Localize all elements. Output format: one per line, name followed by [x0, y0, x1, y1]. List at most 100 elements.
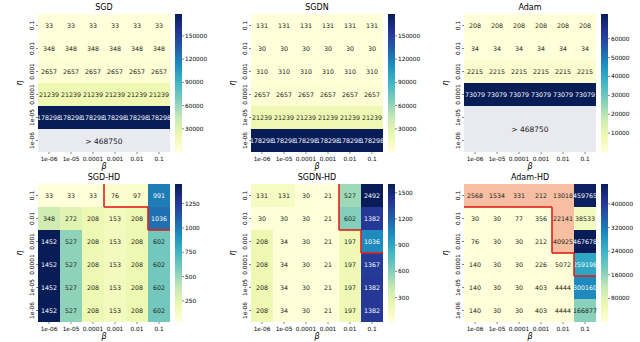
- cell: [295, 83, 317, 106]
- y-tick: [36, 71, 38, 72]
- y-tick-label: 1e-05: [242, 279, 248, 296]
- cell-label: 131: [344, 22, 356, 29]
- y-tick-label: 0.0001: [29, 84, 35, 105]
- x-tick-label: 0.001: [533, 326, 550, 332]
- y-tick-label: 0.01: [242, 42, 248, 55]
- cell-label: 226: [535, 261, 547, 268]
- cell: [126, 253, 148, 276]
- cell: [339, 184, 361, 207]
- y-tick: [36, 264, 38, 265]
- cell: [530, 83, 552, 106]
- cell-label: 34: [537, 45, 545, 52]
- cell: [148, 207, 170, 230]
- colorbar-tick-label: 30000: [398, 126, 417, 132]
- cell-label: 22141: [553, 215, 573, 222]
- cell: [574, 60, 596, 83]
- cell: [251, 230, 273, 253]
- cell-label: 21239: [362, 114, 382, 121]
- title: SGDN: [305, 3, 328, 12]
- cell-label: 208: [469, 22, 481, 29]
- cell-label: 30: [515, 284, 523, 291]
- y-tick: [249, 94, 251, 95]
- cell: [317, 253, 339, 276]
- cell-label: 30: [493, 307, 501, 314]
- cell: [508, 14, 530, 37]
- cell-label: 4444: [555, 284, 571, 291]
- cell-label: 2657: [63, 68, 79, 75]
- x-tick-label: 0.01: [344, 156, 357, 162]
- cell-label: 21239: [61, 91, 81, 98]
- cell: [60, 207, 82, 230]
- cell-label: 33: [45, 22, 53, 29]
- colorbar-tick: [608, 203, 610, 204]
- cell-label: 602: [153, 284, 165, 291]
- x-label: β: [526, 332, 532, 341]
- x-tick-label: 0.01: [344, 326, 357, 332]
- cell-label: 34: [493, 45, 501, 52]
- title: SGDN-HD: [298, 173, 336, 182]
- cell-label: 153: [109, 284, 121, 291]
- empty-cell: [574, 106, 596, 129]
- x-tick-label: 0.0001: [509, 156, 530, 162]
- cell-label: 178298: [294, 137, 318, 144]
- y-tick-label: 0.01: [455, 212, 461, 225]
- cell-label: 2657: [298, 91, 314, 98]
- x-tick-label: 0.1: [367, 156, 377, 162]
- x-tick: [284, 322, 285, 324]
- cell-label: 30: [515, 261, 523, 268]
- cell-label: 21: [324, 215, 332, 222]
- x-tick: [328, 152, 329, 154]
- cell: [552, 253, 574, 276]
- x-tick: [137, 152, 138, 154]
- colorbar: [175, 14, 182, 152]
- cell: [251, 276, 273, 299]
- cell-label: 178298: [338, 137, 362, 144]
- cell: [104, 276, 126, 299]
- x-tick: [519, 152, 520, 154]
- cell: [361, 230, 383, 253]
- cell: [82, 276, 104, 299]
- cell-label: 208: [131, 307, 143, 314]
- cell: [82, 14, 104, 37]
- colorbar-tick-label: 120000: [185, 56, 207, 62]
- cell-label: 2215: [511, 68, 527, 75]
- cell-label: 178298: [147, 114, 171, 121]
- cell-label: 208: [131, 238, 143, 245]
- y-tick: [36, 195, 38, 196]
- cell-label: 178298: [81, 114, 105, 121]
- cell: [82, 253, 104, 276]
- cell: [251, 37, 273, 60]
- colorbar-tick-label: 150000: [398, 33, 420, 39]
- colorbar-tick-label: 60000: [611, 36, 630, 42]
- x-tick: [306, 322, 307, 324]
- cell: [60, 230, 82, 253]
- cell-label: 21: [324, 307, 332, 314]
- cell: [508, 253, 530, 276]
- y-tick-label: 1e-06: [29, 302, 35, 319]
- cell: [251, 14, 273, 37]
- cell-label: 208: [256, 261, 268, 268]
- cell-label: 73079: [575, 91, 595, 98]
- cell: [530, 37, 552, 60]
- cell: [552, 60, 574, 83]
- cell: [295, 299, 317, 322]
- cell-label: 348: [153, 45, 165, 52]
- cell-label: 208: [513, 22, 525, 29]
- cell: [251, 299, 273, 322]
- colorbar-tick: [182, 128, 184, 129]
- region-outline: [104, 206, 126, 208]
- cell: [530, 14, 552, 37]
- shaded-cell: [530, 184, 552, 207]
- cell: [530, 184, 552, 207]
- y-tick: [249, 71, 251, 72]
- cell: [251, 83, 273, 106]
- colorbar-tick-label: 120000: [398, 56, 420, 62]
- cell: [339, 60, 361, 83]
- cell: [552, 207, 574, 230]
- cell-label: 178298: [103, 114, 127, 121]
- colorbar-tick-label: 320000: [611, 225, 633, 231]
- cell-label: 602: [153, 238, 165, 245]
- cell-label: 2568: [467, 192, 483, 199]
- cell: [126, 276, 148, 299]
- cell: [295, 60, 317, 83]
